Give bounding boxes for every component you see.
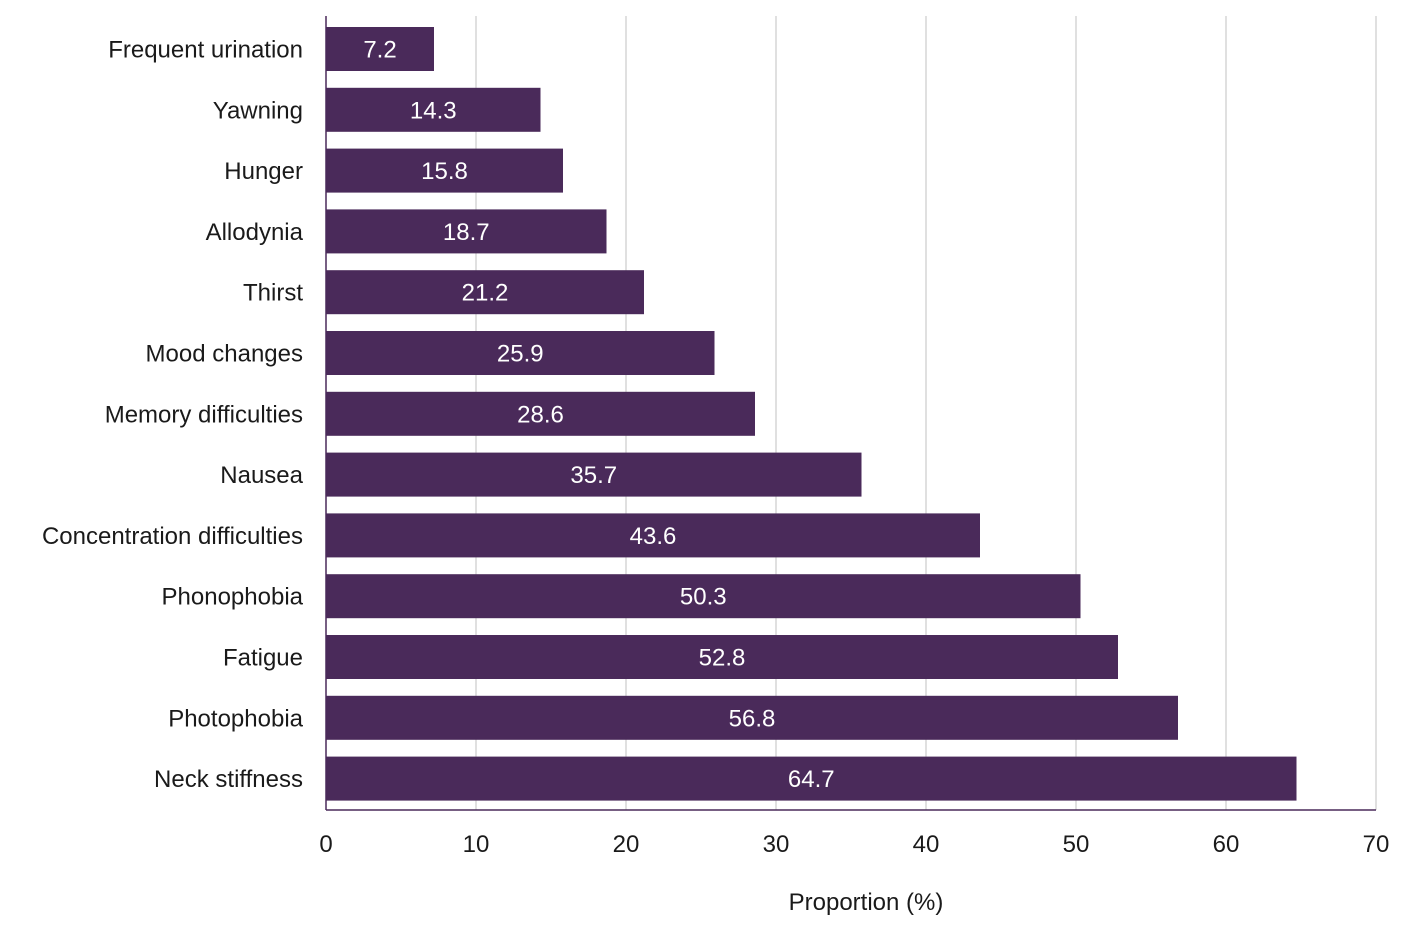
bar-allodynia	[326, 209, 607, 254]
category-label: Yawning	[213, 97, 303, 124]
axes	[325, 16, 1376, 811]
bar-neck-stiffness	[326, 756, 1297, 801]
value-label: 25.9	[497, 341, 544, 368]
value-label: 7.2	[363, 37, 396, 64]
category-label: Memory difficulties	[105, 401, 303, 428]
bar-frequent-urination	[326, 27, 434, 71]
x-tick-label: 60	[1213, 831, 1240, 858]
category-label: Concentration difficulties	[42, 523, 303, 550]
category-label: Nausea	[220, 462, 303, 489]
category-label: Frequent urination	[108, 37, 303, 64]
bars	[326, 27, 1297, 801]
category-label: Phonophobia	[162, 584, 304, 611]
value-label: 64.7	[788, 766, 835, 793]
value-label: 43.6	[630, 523, 677, 550]
x-tick-label: 0	[319, 831, 332, 858]
category-label: Fatigue	[223, 645, 303, 672]
bar-thirst	[326, 270, 644, 315]
value-label: 14.3	[410, 97, 457, 124]
x-tick-label: 40	[913, 831, 940, 858]
value-label: 50.3	[680, 584, 727, 611]
x-tick-label: 20	[613, 831, 640, 858]
bar-memory-difficulties	[326, 391, 755, 436]
value-label: 28.6	[517, 401, 564, 428]
gridlines	[475, 16, 1377, 810]
value-label: 52.8	[699, 645, 746, 672]
value-label: 56.8	[729, 705, 776, 732]
x-tick-label: 70	[1363, 831, 1390, 858]
bar-mood-changes	[326, 331, 715, 375]
category-label: Hunger	[224, 158, 303, 185]
value-label: 35.7	[570, 462, 617, 489]
category-label: Thirst	[243, 280, 303, 307]
bar-phonophobia	[326, 574, 1081, 619]
x-tick-label: 10	[463, 831, 490, 858]
bar-yawning	[326, 87, 541, 132]
x-tick-label: 50	[1063, 831, 1090, 858]
bar-concentration-difficulties	[326, 513, 980, 558]
category-label: Mood changes	[146, 341, 303, 368]
value-label: 18.7	[443, 219, 490, 246]
value-label: 15.8	[421, 158, 468, 185]
bar-fatigue	[326, 635, 1118, 679]
value-label: 21.2	[462, 280, 509, 307]
x-axis-title: Proportion (%)	[789, 889, 944, 916]
bar-hunger	[326, 148, 563, 193]
labels: 7.2 Frequent urination 14.3 Yawning 15.8 Hung…	[42, 37, 1389, 859]
bar-nausea	[326, 452, 862, 497]
x-tick-label: 30	[763, 831, 790, 858]
bar-photophobia	[326, 695, 1178, 740]
category-label: Neck stiffness	[154, 766, 303, 793]
category-label: Allodynia	[206, 219, 304, 246]
category-label: Photophobia	[168, 705, 303, 732]
